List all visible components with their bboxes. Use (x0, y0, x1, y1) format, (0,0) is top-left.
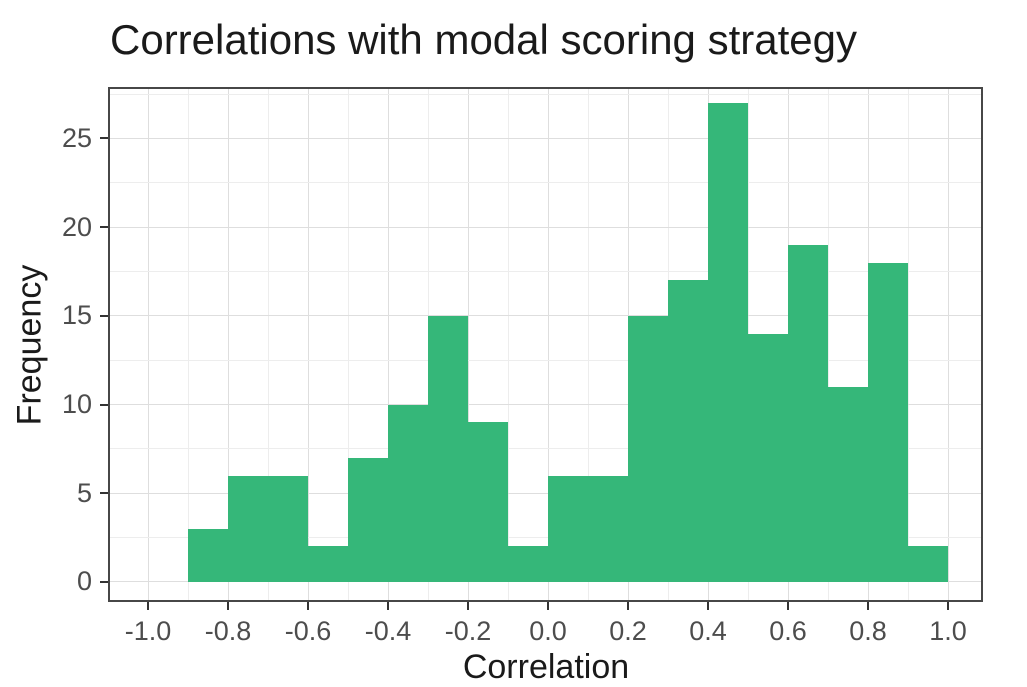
gridline-x-major (947, 87, 949, 602)
plot-panel (108, 87, 983, 602)
histogram-bar (748, 333, 788, 582)
histogram-bar (468, 422, 508, 582)
y-tick-label: 5 (76, 477, 92, 508)
x-tick-mark (627, 602, 629, 610)
x-tick-mark (867, 602, 869, 610)
x-tick-mark (707, 602, 709, 610)
x-tick-mark (387, 602, 389, 610)
histogram-bar (668, 280, 708, 582)
gridline-y-major (108, 581, 983, 583)
x-tick-label: 0.6 (769, 616, 807, 646)
histogram-bar (548, 475, 588, 582)
y-tick-label: 0 (76, 566, 92, 597)
histogram-bar (268, 475, 308, 582)
x-tick-label: -0.6 (284, 616, 332, 646)
gridline-x-major (467, 87, 469, 602)
y-tick-label: 15 (61, 300, 92, 331)
histogram-bar (788, 244, 828, 582)
gridline-x-major (227, 87, 229, 602)
y-tick-label: 25 (61, 122, 92, 153)
gridline-y-minor (108, 537, 983, 539)
y-tick-label: 20 (61, 211, 92, 242)
x-tick-label: -0.8 (204, 616, 252, 646)
histogram-bar (508, 546, 548, 582)
x-tick-mark (227, 602, 229, 610)
histogram-bar (908, 546, 948, 582)
histogram-bar (428, 315, 468, 582)
gridline-y-major (108, 315, 983, 317)
x-tick-mark (947, 602, 949, 610)
histogram-bar (188, 528, 228, 582)
y-tick-mark (100, 314, 108, 317)
x-tick-label: 0.2 (609, 616, 647, 646)
histogram-bar (708, 102, 748, 582)
gridline-x-major (147, 87, 149, 602)
histogram-bar (388, 404, 428, 582)
histogram-bar (348, 457, 388, 582)
gridline-y-minor (108, 359, 983, 361)
x-tick-label: 0.8 (849, 616, 887, 646)
histogram-bar (308, 546, 348, 582)
gridline-y-minor (108, 93, 983, 95)
histogram-bar (588, 475, 628, 582)
y-tick-label: 10 (61, 389, 92, 420)
histogram-bar (868, 262, 908, 582)
gridline-x-major (387, 87, 389, 602)
x-tick-label: 0.4 (689, 616, 727, 646)
gridline-x-minor (347, 87, 349, 602)
x-tick-label: -0.2 (444, 616, 492, 646)
gridline-y-minor (108, 182, 983, 184)
histogram-bar (228, 475, 268, 582)
gridline-y-minor (108, 448, 983, 450)
x-tick-label: -1.0 (124, 616, 172, 646)
gridline-x-minor (187, 87, 189, 602)
x-tick-mark (467, 602, 469, 610)
gridline-y-major (108, 137, 983, 139)
x-tick-mark (787, 602, 789, 610)
y-tick-mark (100, 137, 108, 140)
chart-title: Correlations with modal scoring strategy (110, 16, 857, 63)
y-tick-mark (100, 580, 108, 583)
gridline-y-minor (108, 270, 983, 272)
gridline-x-minor (827, 87, 829, 602)
gridline-x-minor (267, 87, 269, 602)
y-tick-mark (100, 403, 108, 406)
gridline-y-major (108, 404, 983, 406)
histogram-bar (828, 386, 868, 582)
x-tick-mark (147, 602, 149, 610)
gridline-y-major (108, 492, 983, 494)
x-axis-title: Correlation (462, 648, 630, 686)
x-tick-label: 0.0 (529, 616, 567, 646)
y-tick-mark (100, 492, 108, 495)
gridline-y-major (108, 226, 983, 228)
x-tick-mark (307, 602, 309, 610)
gridline-x-major (307, 87, 309, 602)
gridline-x-major (547, 87, 549, 602)
x-tick-label: -0.4 (364, 616, 412, 646)
gridline-x-minor (907, 87, 909, 602)
y-tick-mark (100, 226, 108, 229)
gridline-x-minor (587, 87, 589, 602)
x-tick-mark (547, 602, 549, 610)
gridline-x-minor (507, 87, 509, 602)
histogram-bar (628, 315, 668, 582)
x-tick-label: 1.0 (929, 616, 967, 646)
